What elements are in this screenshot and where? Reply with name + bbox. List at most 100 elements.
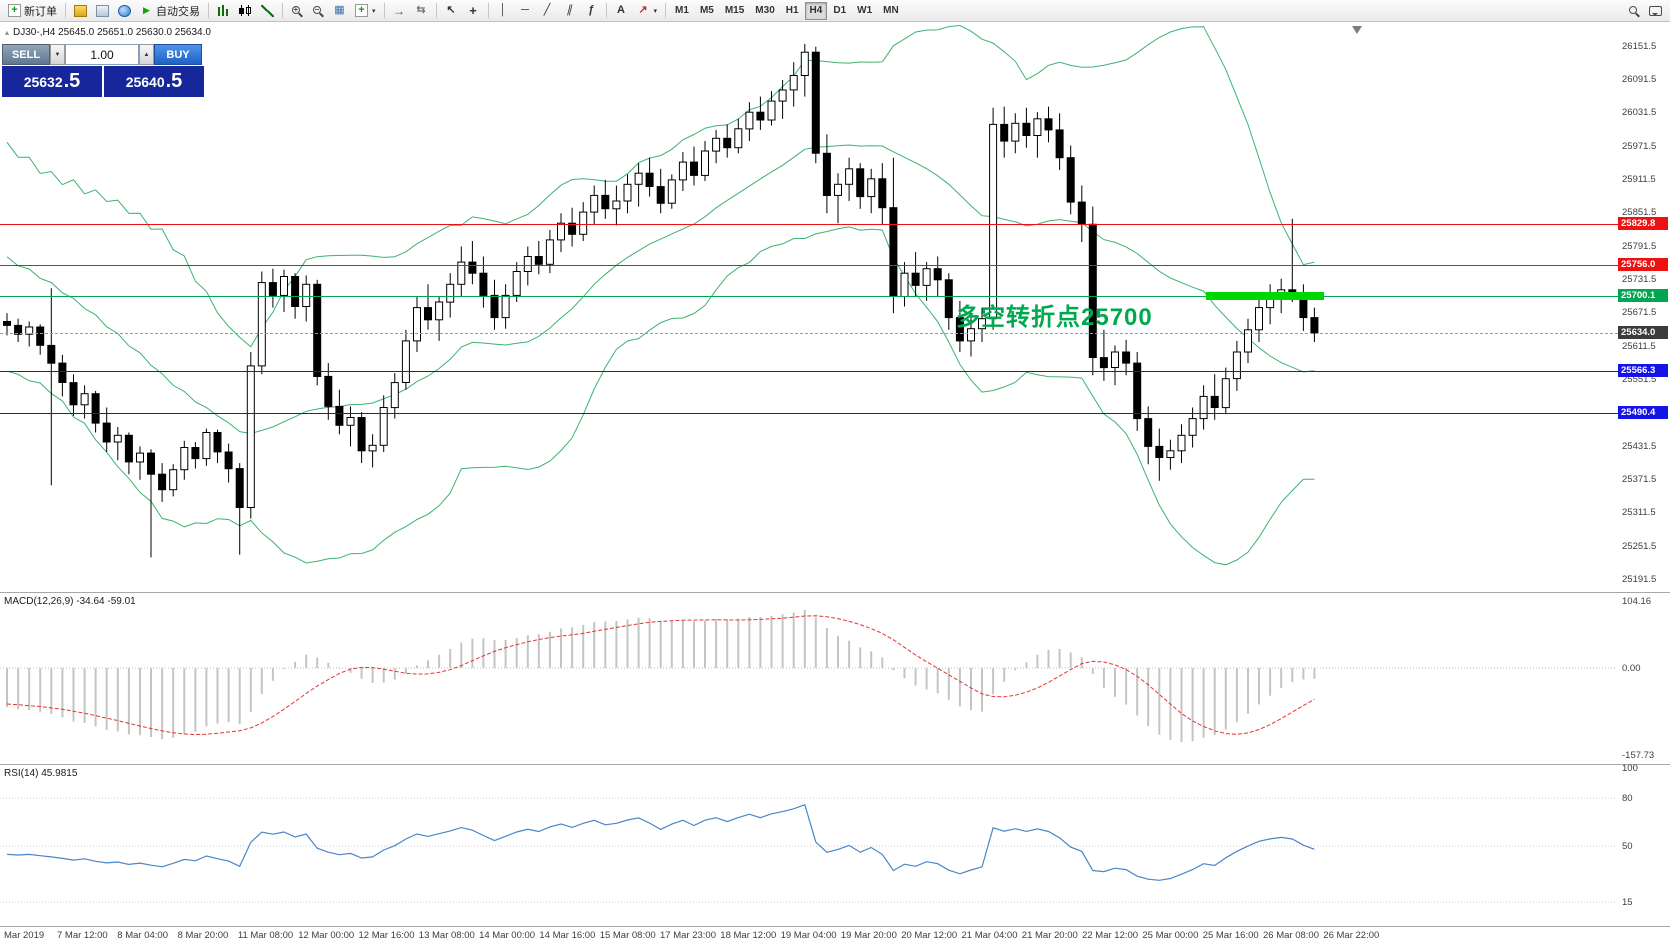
toolbar-separator <box>383 3 385 18</box>
price-label-25829.8: 25829.8 <box>1618 217 1668 231</box>
chart-shift-button[interactable]: ⇆ <box>411 2 432 20</box>
timeframe-h1-button[interactable]: H1 <box>781 2 804 20</box>
symbol-marker-icon: ▴ <box>5 28 10 37</box>
timeframe-m15-button[interactable]: M15 <box>720 2 749 20</box>
price-axis-tick: 26151.5 <box>1622 40 1657 52</box>
price-axis-tick: 25371.5 <box>1622 473 1657 485</box>
symbol-info: ▴ DJ30-,H4 25645.0 25651.0 25630.0 25634… <box>5 27 211 38</box>
horizontal-line-25700.1[interactable] <box>0 296 1618 298</box>
highlight-bar[interactable] <box>1206 292 1324 301</box>
timeframe-h4-button[interactable]: H4 <box>804 1 828 20</box>
price-axis-tick: 25971.5 <box>1622 140 1657 152</box>
time-axis-separator[interactable] <box>0 926 1670 927</box>
market-watch-button[interactable] <box>70 2 91 20</box>
auto-scroll-button[interactable]: → <box>389 2 410 20</box>
spinner-down-icon: ▼ <box>54 51 61 58</box>
volume-input[interactable] <box>65 44 139 65</box>
time-axis-label: 21 Mar 04:00 <box>961 930 1018 941</box>
data-window-button[interactable] <box>92 2 113 20</box>
bars-icon <box>217 4 230 17</box>
annotation-text[interactable]: 多空转折点25700 <box>956 304 1153 331</box>
time-axis-label: 17 Mar 23:00 <box>660 930 716 941</box>
macd-axis-label: 0.00 <box>1622 663 1641 674</box>
price-axis-tick: 25671.5 <box>1622 307 1657 319</box>
buy-button[interactable]: BUY <box>154 44 202 65</box>
hline-icon: ─ <box>521 4 529 16</box>
rsi-axis-label: 15 <box>1622 897 1633 908</box>
timeframe-w1-button[interactable]: W1 <box>852 2 877 20</box>
time-axis-label: 26 Mar 22:00 <box>1323 930 1380 941</box>
toolbar: + 新订单 ▶ 自动交易 + − ▦ + ▾ → ⇆ ↖ + │ ─ ╱ ∥ ƒ A ↗ ▾ M1 M5 M15 M30 H1 H4… <box>0 0 1670 22</box>
time-axis-label: 12 Mar 16:00 <box>358 930 415 941</box>
timeframe-m1-button[interactable]: M1 <box>670 2 694 20</box>
globe-icon <box>118 4 131 17</box>
volume-up-button[interactable]: ▲ <box>139 44 154 65</box>
toolbar-separator <box>208 3 209 18</box>
candle-chart-button[interactable] <box>235 2 256 20</box>
time-axis[interactable]: Mar 2019 7 Mar 12:00 8 Mar 04:00 8 Mar 20:0… <box>0 926 1670 945</box>
navigator-button[interactable] <box>114 2 135 20</box>
price-axis-tick: 25311.5 <box>1622 507 1656 519</box>
dropdown-caret-icon: ▾ <box>372 7 376 15</box>
fibonacci-icon: ƒ <box>587 4 595 16</box>
time-axis-label: 21 Mar 20:00 <box>1021 930 1078 941</box>
search-icon <box>1629 5 1637 14</box>
sell-price-main: 25632 <box>23 74 63 90</box>
channel-button[interactable]: ∥ <box>559 2 580 20</box>
rsi-label: RSI(14) 45.9815 <box>4 768 78 779</box>
buy-price-button[interactable]: 25640.5 <box>104 66 204 97</box>
time-axis-label: 14 Mar 16:00 <box>539 930 596 941</box>
arrows-button[interactable]: ↗ ▾ <box>633 2 662 20</box>
price-axis-tick: 25611.5 <box>1622 340 1656 352</box>
line-icon <box>261 4 274 17</box>
autotrading-button[interactable]: ▶ 自动交易 <box>136 2 204 20</box>
volume-down-button[interactable]: ▼ <box>50 44 65 65</box>
horizontal-line-25566.3[interactable] <box>0 370 1618 372</box>
horizontal-line-25756.0[interactable] <box>0 265 1618 267</box>
vertical-line-button[interactable]: │ <box>493 2 514 20</box>
text-button[interactable]: A <box>611 2 632 20</box>
bar-chart-button[interactable] <box>213 2 234 20</box>
zoom-in-button[interactable]: + <box>287 2 307 20</box>
line-chart-button[interactable] <box>257 2 278 20</box>
spinner-up-icon: ▲ <box>143 51 150 58</box>
buy-price-frac: .5 <box>165 70 183 92</box>
sell-button[interactable]: SELL <box>2 44 50 65</box>
timeframe-d1-button[interactable]: D1 <box>828 2 851 20</box>
auto-scroll-icon: → <box>393 3 406 18</box>
new-order-button[interactable]: + 新订单 <box>4 2 61 20</box>
timeframe-m30-button[interactable]: M30 <box>750 2 779 20</box>
sell-price-button[interactable]: 25632.5 <box>2 66 102 97</box>
timeframe-m5-button[interactable]: M5 <box>695 2 719 20</box>
indicators-button[interactable]: + ▾ <box>351 2 380 20</box>
tile-icon: ▦ <box>334 4 345 16</box>
price-label-25634.0: 25634.0 <box>1618 326 1668 340</box>
zoom-in-icon: + <box>292 4 300 14</box>
time-axis-label: 25 Mar 16:00 <box>1202 930 1259 941</box>
fibonacci-button[interactable]: ƒ <box>581 2 602 20</box>
crosshair-button[interactable]: + <box>463 2 484 20</box>
trendline-button[interactable]: ╱ <box>537 2 558 20</box>
price-axis-tick: 25251.5 <box>1622 540 1657 552</box>
search-button[interactable] <box>1624 2 1644 20</box>
zoom-out-button[interactable]: − <box>308 2 328 20</box>
autotrading-button-label: 自动交易 <box>156 5 200 18</box>
time-axis-label: 12 Mar 00:00 <box>298 930 355 941</box>
price-axis-tick: 26091.5 <box>1622 74 1657 86</box>
time-axis-label: Mar 2019 <box>4 930 45 941</box>
macd-rsi-separator[interactable] <box>0 764 1670 765</box>
tile-windows-button[interactable]: ▦ <box>329 2 350 20</box>
main-macd-separator[interactable] <box>0 592 1670 593</box>
horizontal-line-25829.8[interactable] <box>0 224 1618 226</box>
community-button[interactable] <box>1645 2 1666 20</box>
toolbar-separator <box>605 3 607 18</box>
price-label-25566.3: 25566.3 <box>1618 363 1668 377</box>
horizontal-line-25490.4[interactable] <box>0 412 1618 414</box>
time-axis-label: 20 Mar 12:00 <box>901 930 958 941</box>
chart-area[interactable] <box>0 22 1670 945</box>
horizontal-line-button[interactable]: ─ <box>515 2 536 20</box>
cursor-button[interactable]: ↖ <box>441 2 462 20</box>
time-axis-label: 25 Mar 00:00 <box>1142 930 1199 941</box>
horizontal-line-25634.0[interactable] <box>0 333 1618 335</box>
timeframe-mn-button[interactable]: MN <box>878 2 904 20</box>
